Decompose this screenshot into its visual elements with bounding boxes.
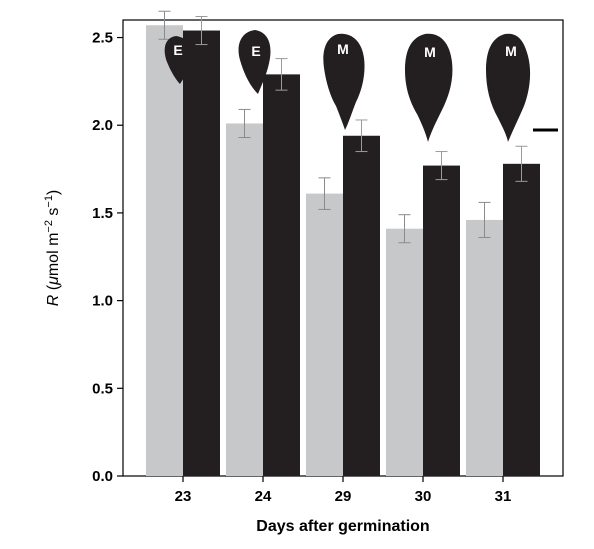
bars-layer: [146, 25, 540, 477]
y-tick-label-2.0: 2.0: [92, 117, 113, 134]
y-axis-mu: μ: [45, 276, 62, 286]
leaf-illustration-4: [405, 33, 453, 142]
leaf-label-5: M: [505, 43, 517, 59]
leaf-illustration-1: [164, 36, 193, 84]
bar-29-series-2: [343, 135, 380, 476]
bar-31-series-2: [503, 163, 540, 477]
bar-23-series-1: [146, 25, 183, 477]
bar-24-series-2: [263, 74, 300, 476]
leaf-label-2: E: [251, 43, 260, 59]
leaf-illustration-3: [323, 33, 365, 130]
y-axis-exp-1: −2: [43, 220, 55, 233]
x-axis-title: Days after germination: [256, 518, 429, 535]
y-tick-label-1.5: 1.5: [92, 205, 113, 222]
y-tick-label-2.5: 2.5: [92, 30, 113, 47]
bar-31-series-1: [466, 219, 503, 476]
x-axis-ticks: 23 24 29 30 31: [175, 476, 512, 505]
bar-30-series-1: [386, 228, 423, 476]
x-tick-label-29: 29: [335, 488, 352, 505]
y-axis-ticks: 0.0 0.5 1.0 1.5 2.0 2.5: [92, 30, 123, 485]
leaf-label-3: M: [337, 41, 349, 57]
bar-30-series-2: [423, 165, 460, 477]
y-axis-symbol: R: [45, 294, 62, 306]
leaf-label-4: M: [424, 44, 436, 60]
leaf-label-1: E: [173, 42, 182, 58]
y-tick-label-0.5: 0.5: [92, 380, 113, 397]
error-bars-layer: [158, 10, 528, 244]
y-axis-unit-1: mol m: [45, 233, 62, 277]
x-tick-label-31: 31: [495, 488, 512, 505]
bar-29-series-1: [306, 193, 343, 476]
y-tick-label-0.0: 0.0: [92, 468, 113, 485]
y-axis-paren-close: ): [45, 190, 62, 195]
y-axis-paren-open: (: [45, 284, 62, 294]
leaf-illustration-2: [238, 30, 271, 94]
y-tick-label-1.0: 1.0: [92, 293, 113, 310]
y-axis-title: R (μmol m−2 s−1): [43, 190, 62, 307]
x-tick-label-30: 30: [415, 488, 432, 505]
x-tick-label-24: 24: [255, 488, 272, 505]
leaf-silhouettes: [164, 30, 531, 142]
bar-24-series-1: [226, 123, 263, 476]
leaf-illustration-5: [486, 33, 531, 142]
bar-23-series-2: [183, 30, 220, 477]
y-axis-unit-2: s: [45, 208, 62, 220]
x-tick-label-23: 23: [175, 488, 192, 505]
y-axis-exp-2: −1: [43, 195, 55, 208]
